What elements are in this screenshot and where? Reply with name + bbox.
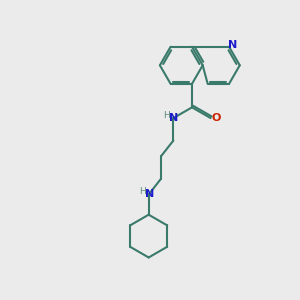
Text: H: H <box>164 111 170 120</box>
Text: N: N <box>228 40 238 50</box>
Text: N: N <box>145 190 154 200</box>
Text: O: O <box>211 113 221 123</box>
Text: N: N <box>169 113 178 123</box>
Text: H: H <box>139 187 145 196</box>
